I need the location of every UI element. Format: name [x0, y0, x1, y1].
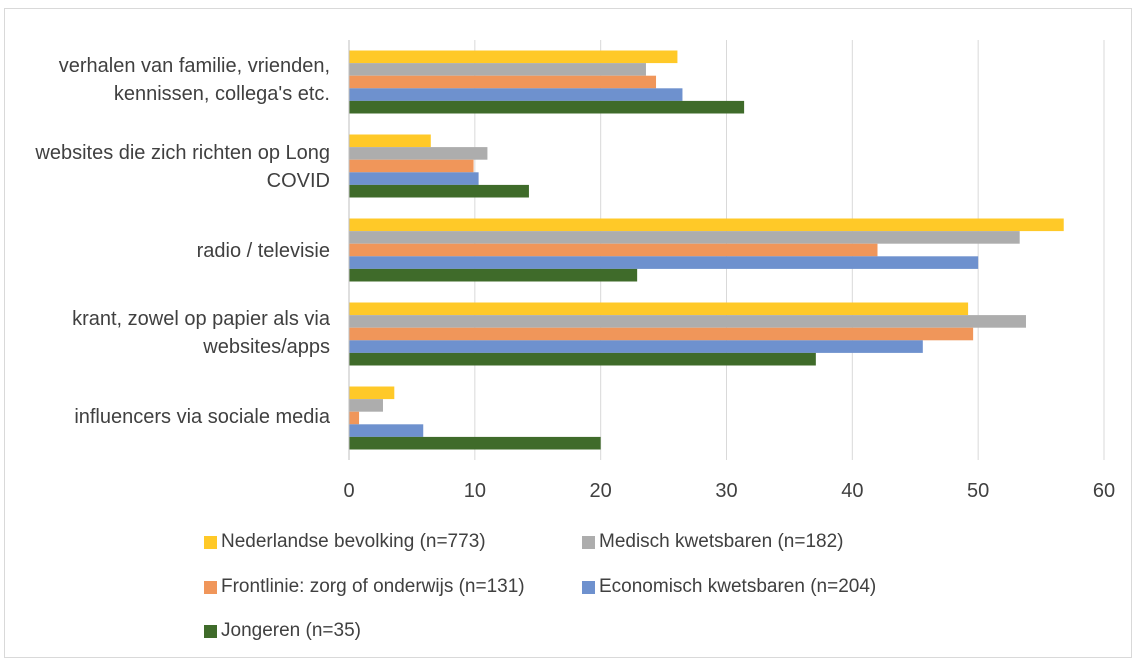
- legend-item-1: Medisch kwetsbaren (n=182): [582, 531, 844, 553]
- legend-swatch-4: [204, 624, 217, 638]
- bar-1-4: [349, 184, 529, 198]
- category-label-0: verhalen van familie, vrienden, kennisse…: [58, 55, 330, 105]
- bar-0-1: [349, 63, 646, 76]
- legend-swatch-0: [204, 535, 217, 549]
- bar-4-4: [349, 436, 601, 450]
- legend-item-2: Frontlinie: zorg of onderwijs (n=131): [204, 576, 525, 598]
- bar-2-3: [349, 256, 979, 269]
- bar-3-0: [349, 302, 969, 316]
- legend-item-3: Economisch kwetsbaren (n=204): [582, 576, 876, 598]
- bar-4-2: [349, 411, 360, 425]
- bar-3-1: [349, 315, 1026, 328]
- bar-2-0: [349, 218, 1064, 232]
- legend-swatch-2: [204, 580, 217, 594]
- bar-0-4: [349, 100, 745, 114]
- bar-2-2: [349, 243, 878, 257]
- category-label-4: influencers via sociale media: [74, 406, 330, 428]
- legend-item-0: Nederlandse bevolking (n=773): [204, 531, 486, 553]
- bar-4-1: [349, 399, 383, 412]
- tick-label-5: 50: [967, 480, 989, 502]
- bar-0-3: [349, 88, 683, 101]
- bar-1-0: [349, 134, 431, 148]
- bar-1-1: [349, 147, 488, 160]
- legend-label-4: Jongeren (n=35): [221, 620, 361, 641]
- bar-3-3: [349, 340, 923, 353]
- category-label-3: krant, zowel op papier als via websites/…: [72, 308, 330, 358]
- category-label-2: radio / televisie: [196, 240, 330, 262]
- legend-label-0: Nederlandse bevolking (n=773): [221, 531, 486, 552]
- tick-label-0: 0: [343, 480, 354, 502]
- tick-label-6: 60: [1093, 480, 1115, 502]
- legend-label-1: Medisch kwetsbaren (n=182): [599, 531, 844, 552]
- bar-4-0: [349, 386, 395, 400]
- bar-3-4: [349, 352, 816, 366]
- tick-label-2: 20: [590, 480, 612, 502]
- tick-label-4: 40: [841, 480, 863, 502]
- bar-2-1: [349, 231, 1020, 244]
- tick-label-3: 30: [715, 480, 737, 502]
- category-label-1: websites die zich richten op Long COVID: [35, 142, 330, 192]
- legend-label-2: Frontlinie: zorg of onderwijs (n=131): [221, 576, 525, 597]
- bar-2-4: [349, 268, 638, 282]
- legend-swatch-3: [582, 580, 595, 594]
- bar-0-0: [349, 50, 678, 64]
- bar-3-2: [349, 327, 974, 341]
- legend-item-4: Jongeren (n=35): [204, 620, 361, 642]
- legend-swatch-1: [582, 535, 595, 549]
- legend-label-3: Economisch kwetsbaren (n=204): [599, 576, 877, 597]
- bar-0-2: [349, 75, 657, 89]
- bar-4-3: [349, 424, 424, 437]
- tick-label-1: 10: [464, 480, 486, 502]
- bar-1-3: [349, 172, 479, 185]
- bar-1-2: [349, 159, 474, 173]
